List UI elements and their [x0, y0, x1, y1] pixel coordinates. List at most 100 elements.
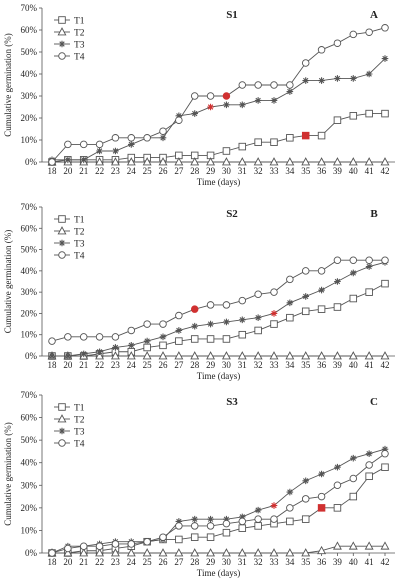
x-tick-label: 30	[222, 166, 232, 176]
data-point	[301, 548, 311, 557]
data-point	[175, 337, 183, 345]
x-tick-label: 36	[317, 166, 327, 176]
y-tick-label: 20%	[21, 503, 38, 513]
x-tick-label: 18	[48, 360, 58, 370]
data-point	[302, 477, 310, 485]
data-point	[333, 256, 342, 264]
legend-marker	[58, 239, 66, 247]
series-t2	[47, 541, 390, 557]
y-tick-label: 40%	[21, 266, 38, 276]
x-tick-label: 34	[285, 557, 295, 567]
data-point	[381, 463, 389, 471]
data-point	[302, 293, 310, 300]
series-line	[52, 545, 385, 554]
data-point	[175, 311, 183, 320]
series-line	[51, 113, 385, 163]
y-tick-label: 10%	[21, 330, 38, 340]
data-point	[238, 517, 247, 526]
data-point	[222, 301, 231, 309]
legend-marker	[58, 251, 66, 259]
y-tick-label: 60%	[21, 223, 38, 233]
data-point	[206, 548, 216, 557]
data-point	[286, 313, 294, 322]
data-point	[270, 320, 278, 328]
series-t1	[48, 109, 389, 166]
x-tick-label: 33	[270, 360, 280, 370]
data-point	[285, 351, 295, 360]
series-line	[52, 466, 386, 554]
data-point	[175, 327, 183, 334]
data-point	[79, 548, 89, 557]
x-tick-label: 26	[159, 360, 169, 370]
data-point	[143, 337, 151, 345]
x-axis-label: Time (days)	[197, 177, 240, 187]
data-point	[206, 351, 216, 360]
x-tick-label: 36	[317, 557, 327, 567]
data-point	[48, 158, 56, 166]
data-point	[175, 112, 183, 120]
data-point	[302, 77, 310, 84]
x-tick-label: 26	[159, 557, 169, 567]
x-tick-label: 30	[222, 557, 232, 567]
series-t4	[48, 256, 389, 345]
data-point	[79, 542, 88, 550]
data-point	[110, 548, 120, 557]
data-point	[286, 299, 294, 307]
data-point	[349, 454, 357, 462]
x-tick-label: 39	[333, 166, 343, 176]
data-point	[334, 278, 341, 285]
data-point	[270, 515, 278, 523]
x-tick-label: 22	[95, 557, 104, 567]
data-point	[380, 157, 390, 166]
data-point	[253, 548, 263, 557]
data-point	[349, 30, 358, 39]
data-point	[238, 296, 247, 305]
x-tick-label: 29	[206, 360, 216, 370]
legend: T1 T2 T3 T4	[54, 403, 85, 450]
data-point	[111, 333, 120, 341]
legend-label: T1	[74, 404, 85, 414]
series-line	[51, 453, 386, 554]
x-tick-label: 21	[79, 360, 88, 370]
x-tick-label: 42	[381, 166, 390, 176]
series-line	[51, 27, 386, 163]
data-point	[238, 330, 247, 339]
data-point	[190, 533, 199, 541]
y-tick-label: 70%	[21, 390, 38, 400]
x-tick-label: 40	[349, 360, 359, 370]
data-point	[365, 109, 373, 118]
x-tick-label: 39	[333, 360, 343, 370]
x-tick-label: 30	[222, 360, 232, 370]
data-point	[142, 548, 152, 557]
data-point	[127, 326, 136, 335]
data-point	[254, 506, 262, 514]
series-t4	[48, 449, 389, 557]
data-point	[269, 548, 279, 557]
x-tick-label: 31	[238, 360, 247, 370]
series-line	[52, 283, 386, 357]
data-point	[206, 92, 215, 100]
data-point	[143, 343, 151, 352]
x-tick-label: 18	[48, 557, 58, 567]
data-point	[190, 335, 199, 343]
data-point	[381, 445, 389, 453]
panel-title: S2	[226, 208, 238, 220]
data-point	[269, 351, 279, 360]
data-point	[175, 522, 183, 530]
data-point	[111, 134, 120, 142]
x-tick-label: 23	[111, 166, 121, 176]
legend-label: T4	[74, 252, 85, 262]
data-point	[95, 542, 104, 550]
x-tick-label: 34	[285, 166, 295, 176]
data-point	[48, 337, 56, 345]
data-point	[207, 515, 214, 523]
x-tick-label: 35	[301, 360, 311, 370]
x-tick-label: 31	[238, 557, 247, 567]
x-tick-label: 24	[127, 360, 137, 370]
data-point	[332, 541, 342, 550]
legend-marker	[58, 427, 66, 435]
x-tick-label: 20	[63, 166, 73, 176]
data-point	[253, 157, 263, 166]
legend: T1 T2 T3 T4	[54, 16, 85, 63]
data-point	[158, 548, 168, 557]
